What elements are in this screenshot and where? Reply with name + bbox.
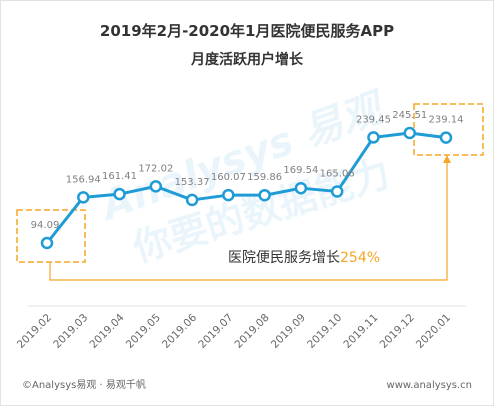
data-label-2019-08: 159.86	[247, 172, 282, 183]
data-label-2020-01: 239.14	[429, 115, 464, 126]
footer-source: ©Analysys易观 · 易观千帆	[22, 378, 146, 391]
data-point-2019-04	[113, 187, 126, 201]
data-label-2019-03: 156.94	[66, 174, 101, 185]
data-point-2020-01	[439, 131, 453, 144]
data-point-2019-06	[185, 193, 199, 207]
data-point-2019-05	[149, 180, 163, 193]
data-point-2019-07	[222, 188, 235, 202]
growth-label-percent: 254%	[340, 250, 380, 266]
start-highlight-box	[16, 209, 86, 263]
data-point-2019-09	[294, 181, 308, 195]
data-label-2019-11: 239.45	[356, 114, 391, 125]
data-label-2019-05: 172.02	[138, 163, 173, 174]
data-point-2019-10	[330, 185, 344, 198]
data-point-2019-02	[40, 236, 54, 250]
data-point-2019-12	[403, 126, 416, 140]
growth-connector	[49, 162, 448, 281]
data-label-2019-10: 165.06	[320, 168, 355, 179]
end-highlight-box	[413, 103, 484, 156]
data-label-2019-07: 160.07	[211, 172, 246, 183]
data-label-2019-02: 94.09	[31, 220, 60, 231]
growth-label-text: 医院便民服务增长	[228, 250, 340, 266]
data-point-2019-11	[367, 131, 380, 144]
data-label-2019-04: 161.41	[102, 171, 137, 182]
data-label-2019-12: 245.51	[392, 110, 427, 121]
chart-subtitle: 月度活跃用户增长	[190, 51, 304, 68]
data-point-2019-08	[258, 188, 271, 202]
data-label-2019-09: 169.54	[283, 165, 318, 176]
data-label-2019-06: 153.37	[175, 177, 210, 188]
growth-annotation: 医院便民服务增长254%	[16, 103, 484, 281]
footer-website: www.analysys.cn	[387, 380, 472, 391]
growth-arrow-icon	[443, 155, 451, 163]
chart-title: 2019年2月-2020年1月医院便民服务APP	[100, 22, 394, 40]
data-point-2019-03	[77, 191, 90, 204]
growth-label: 医院便民服务增长254%	[228, 250, 380, 266]
